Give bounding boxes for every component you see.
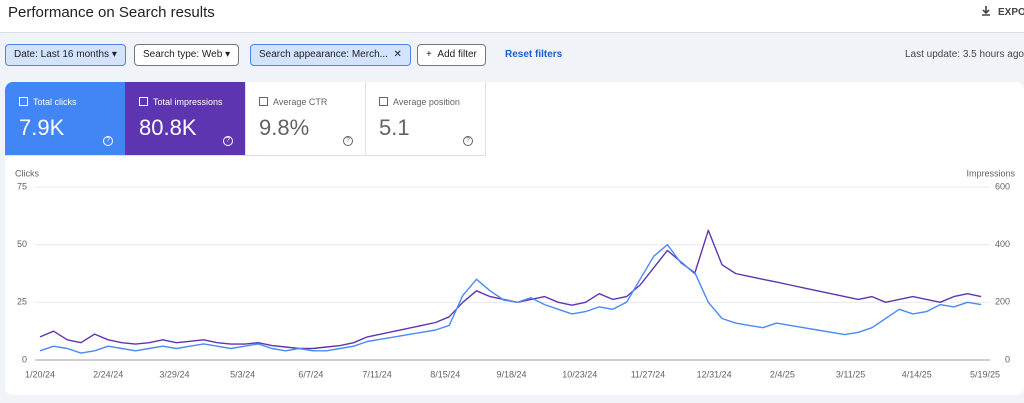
download-icon	[982, 6, 990, 16]
export-button[interactable]: EXPO	[998, 7, 1024, 18]
y-tick-label: 25	[17, 297, 27, 307]
x-tick-label: 3/29/24	[159, 369, 189, 379]
help-icon: ?	[103, 136, 113, 146]
metric-value: 5.1	[379, 115, 410, 140]
filter-chip[interactable]: Search type: Web ▾	[134, 44, 240, 66]
y-tick-label: 50	[17, 239, 27, 249]
metric-label: Average CTR	[259, 97, 327, 107]
help-icon: ?	[343, 136, 353, 146]
header: Performance on Search results EXPO	[0, 0, 1024, 33]
y-tick-label: 0	[22, 354, 27, 364]
x-tick-label: 2/24/24	[93, 369, 123, 379]
metric-card[interactable]: Total clicks 7.9K?	[5, 82, 126, 156]
y-tick-label: 75	[17, 181, 27, 191]
help-icon: ?	[463, 136, 473, 146]
x-tick-label: 9/18/24	[497, 369, 527, 379]
metric-card[interactable]: Average CTR 9.8%?	[245, 82, 366, 156]
chip-text: Date: Last 16 months	[14, 49, 110, 60]
y2-tick-label: 600	[995, 181, 1010, 191]
x-tick-label: 2/4/25	[770, 369, 795, 379]
metric-card[interactable]: Total impressions 80.8K?	[125, 82, 246, 156]
x-tick-label: 1/20/24	[25, 369, 55, 379]
x-tick-label: 4/14/25	[902, 369, 932, 379]
metric-label: Total impressions	[139, 97, 223, 107]
y2-tick-label: 400	[995, 239, 1010, 249]
metric-label: Total clicks	[19, 97, 77, 107]
x-tick-label: 11/27/24	[631, 369, 665, 379]
y2-tick-label: 0	[1005, 354, 1010, 364]
add-filter[interactable]: + Add filter	[417, 44, 486, 66]
x-tick-label: 8/15/24	[430, 369, 460, 379]
metric-value: 7.9K	[19, 115, 65, 140]
chip-text: Search type: Web	[143, 49, 223, 60]
y2-axis-title: Impressions	[966, 168, 1015, 178]
performance-panel: Total clicks 7.9K? Total impressions 80.8K…	[5, 82, 1024, 395]
x-tick-label: 10/23/24	[562, 369, 597, 379]
chip-text: Add filter	[437, 49, 477, 60]
help-icon: ?	[223, 136, 233, 146]
x-tick-label: 5/19/25	[970, 369, 1000, 379]
metric-value: 80.8K	[139, 115, 197, 140]
y2-tick-label: 200	[995, 297, 1010, 307]
filter-chip[interactable]: Date: Last 16 months ▾	[5, 44, 126, 66]
page-title: Performance on Search results	[8, 4, 215, 21]
metric-card[interactable]: Average position 5.1?	[365, 82, 486, 156]
reset-filters[interactable]: Reset filters	[505, 49, 563, 60]
x-tick-label: 12/31/24	[697, 369, 732, 379]
last-update: Last update: 3.5 hours ago	[905, 49, 1024, 60]
x-tick-label: 7/11/24	[362, 369, 391, 379]
chip-text: Search appearance: Merch...	[259, 49, 388, 60]
series-line	[39, 244, 982, 354]
series-line	[39, 229, 982, 350]
x-tick-label: 3/11/25	[836, 369, 865, 379]
filter-chip[interactable]: Search appearance: Merch... ✕	[250, 44, 411, 66]
metric-value: 9.8%	[259, 115, 310, 140]
y-axis-title: Clicks	[15, 168, 39, 178]
metric-label: Average position	[379, 97, 460, 107]
chart: Clicks Impressions 0 25 50 75 0 200 400 600 1/20…	[15, 168, 1016, 379]
x-tick-label: 6/7/24	[298, 369, 323, 379]
x-tick-label: 5/3/24	[230, 369, 255, 379]
